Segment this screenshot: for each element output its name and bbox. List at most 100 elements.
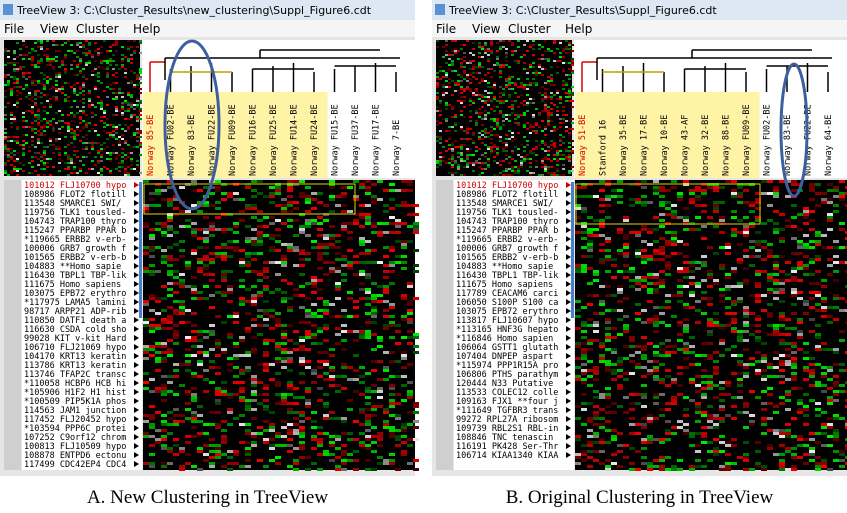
menu-item[interactable]: File — [436, 22, 456, 36]
heatmap-cell — [791, 288, 797, 291]
heatmap-cell — [737, 243, 743, 246]
heatmap-cell — [227, 369, 233, 372]
heatmap-cell — [275, 342, 281, 345]
heatmap-cell — [82, 46, 85, 48]
heatmap-cell — [191, 339, 197, 342]
heatmap-cell — [281, 207, 287, 210]
heatmap-cell — [571, 50, 574, 52]
heatmap-cell — [335, 258, 341, 261]
heatmap-cell — [755, 231, 761, 234]
heatmap-cell — [407, 336, 413, 339]
heatmap-cell — [665, 369, 671, 372]
menu-item[interactable]: Help — [133, 22, 160, 36]
heatmap-cell — [713, 366, 719, 369]
heatmap-cell — [97, 80, 100, 82]
heatmap-cell — [617, 333, 623, 336]
heatmap-cell — [689, 189, 695, 192]
heatmap-cell — [641, 396, 647, 399]
heatmap-cell — [623, 444, 629, 447]
heatmap-cell — [815, 234, 821, 237]
heatmap-cell — [161, 255, 167, 258]
heatmap-cell — [377, 198, 383, 201]
heatmap-cell — [581, 351, 587, 354]
heatmap-cell — [737, 282, 743, 285]
heatmap-cell — [281, 420, 287, 423]
heatmap-cell — [493, 82, 496, 84]
heatmap-cell — [439, 160, 442, 162]
menu-item[interactable]: Cluster — [76, 22, 119, 36]
menu-item[interactable]: File — [4, 22, 24, 36]
heatmap-cell — [523, 86, 526, 88]
heatmap-cell — [143, 435, 149, 438]
heatmap-cell — [245, 207, 251, 210]
row-arrow — [134, 254, 139, 260]
heatmap-cell — [395, 324, 401, 327]
heatmap-cell — [317, 255, 323, 258]
heatmap-cell — [575, 207, 581, 210]
heatmap-cell — [245, 450, 251, 453]
heatmap-cell — [143, 249, 149, 252]
heatmap-cell — [161, 231, 167, 234]
heatmap-cell — [341, 273, 347, 276]
heatmap-cell — [599, 249, 605, 252]
heatmap-cell — [251, 270, 257, 273]
heatmap-cell — [115, 72, 118, 74]
heatmap-cell — [263, 420, 269, 423]
heatmap-cell — [161, 234, 167, 237]
heatmap-cell — [13, 120, 16, 122]
heatmap-cell — [773, 192, 779, 195]
heatmap-cell — [52, 96, 55, 98]
heatmap-cell — [599, 285, 605, 288]
heatmap-cell — [647, 414, 653, 417]
heatmap-cell — [773, 255, 779, 258]
column-label: Norway FU09-BE — [228, 104, 238, 176]
heatmap-cell — [731, 300, 737, 303]
heatmap-cell — [544, 108, 547, 110]
heatmap-cell — [538, 144, 541, 146]
heatmap-cell — [79, 116, 82, 118]
menu-item[interactable]: View — [40, 22, 69, 36]
row-arrow — [566, 380, 571, 386]
heatmap-cell — [341, 432, 347, 435]
heatmap-cell — [293, 264, 299, 267]
menu-item[interactable]: Cluster — [508, 22, 551, 36]
heatmap-cell — [58, 88, 61, 90]
heatmap-cell — [659, 189, 665, 192]
menu-item[interactable]: Help — [565, 22, 592, 36]
heatmap-cell — [791, 378, 797, 381]
heatmap-cell — [496, 118, 499, 120]
heatmap-cell — [469, 78, 472, 80]
heatmap-cell — [472, 132, 475, 134]
heatmap-cell — [562, 168, 565, 170]
heatmap-cell — [587, 231, 593, 234]
heatmap-cell — [493, 64, 496, 66]
heatmap-cell — [571, 86, 574, 88]
heatmap-cell — [7, 156, 10, 158]
heatmap-cell — [562, 122, 565, 124]
heatmap-cell — [185, 354, 191, 357]
menu-item[interactable]: View — [472, 22, 501, 36]
heatmap-cell — [575, 378, 581, 381]
heatmap-cell — [139, 118, 142, 120]
heatmap-cell — [281, 366, 287, 369]
heatmap-cell — [526, 110, 529, 112]
heatmap-cell — [587, 249, 593, 252]
heatmap-cell — [439, 110, 442, 112]
heatmap-cell — [118, 144, 121, 146]
heatmap-cell — [587, 318, 593, 321]
heatmap-cell — [743, 468, 749, 471]
heatmap-cell — [305, 201, 311, 204]
heatmap-cell — [353, 378, 359, 381]
heatmap-cell — [293, 411, 299, 414]
heatmap-cell — [499, 46, 502, 48]
heatmap-cell — [707, 387, 713, 390]
heatmap-cell — [43, 164, 46, 166]
heatmap-cell — [755, 330, 761, 333]
heatmap-cell — [269, 192, 275, 195]
heatmap-cell — [665, 267, 671, 270]
heatmap-cell — [505, 138, 508, 140]
heatmap-cell — [641, 438, 647, 441]
heatmap-cell — [833, 450, 839, 453]
heatmap-cell — [731, 345, 737, 348]
heatmap-cell — [395, 414, 401, 417]
